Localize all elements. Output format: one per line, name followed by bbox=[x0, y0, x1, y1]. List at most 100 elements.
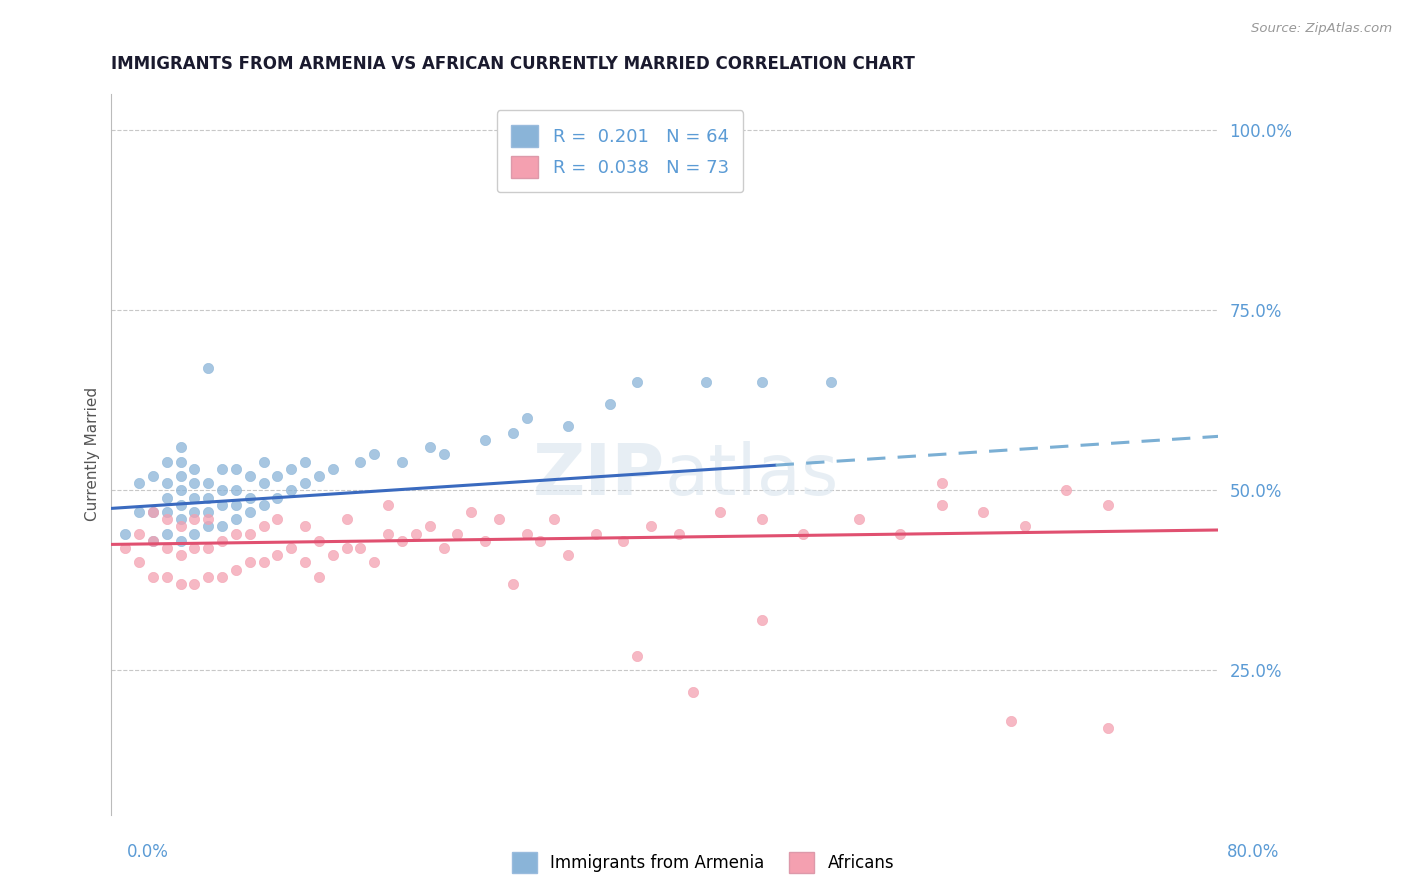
Point bbox=[169, 577, 191, 591]
Point bbox=[156, 512, 179, 526]
Point bbox=[211, 570, 233, 584]
Point bbox=[156, 505, 179, 519]
Point bbox=[253, 498, 276, 512]
Point bbox=[751, 376, 773, 390]
Point bbox=[225, 483, 247, 498]
Point bbox=[820, 376, 842, 390]
Point bbox=[225, 462, 247, 476]
Point bbox=[391, 533, 413, 548]
Point bbox=[169, 440, 191, 454]
Point bbox=[169, 512, 191, 526]
Point bbox=[183, 476, 205, 491]
Point bbox=[239, 556, 262, 570]
Point bbox=[128, 476, 150, 491]
Point bbox=[266, 491, 288, 505]
Point bbox=[474, 533, 496, 548]
Point bbox=[349, 541, 371, 555]
Point bbox=[516, 411, 538, 425]
Point bbox=[253, 476, 276, 491]
Point bbox=[142, 505, 165, 519]
Point bbox=[336, 541, 359, 555]
Point bbox=[889, 526, 911, 541]
Point bbox=[363, 556, 385, 570]
Point bbox=[336, 512, 359, 526]
Point bbox=[197, 476, 219, 491]
Point bbox=[266, 512, 288, 526]
Point bbox=[1014, 519, 1036, 533]
Point bbox=[156, 570, 179, 584]
Point bbox=[322, 462, 344, 476]
Point bbox=[114, 526, 136, 541]
Point bbox=[280, 541, 302, 555]
Point bbox=[294, 454, 316, 468]
Point bbox=[169, 548, 191, 562]
Point bbox=[682, 685, 704, 699]
Point bbox=[183, 491, 205, 505]
Point bbox=[266, 548, 288, 562]
Y-axis label: Currently Married: Currently Married bbox=[86, 387, 100, 522]
Text: atlas: atlas bbox=[665, 442, 839, 510]
Point bbox=[239, 469, 262, 483]
Point bbox=[419, 519, 441, 533]
Point bbox=[142, 505, 165, 519]
Point bbox=[1054, 483, 1077, 498]
Point bbox=[225, 498, 247, 512]
Text: Source: ZipAtlas.com: Source: ZipAtlas.com bbox=[1251, 22, 1392, 36]
Point bbox=[156, 491, 179, 505]
Point bbox=[432, 447, 454, 461]
Point bbox=[142, 533, 165, 548]
Point bbox=[931, 498, 953, 512]
Point bbox=[294, 519, 316, 533]
Point bbox=[792, 526, 814, 541]
Point bbox=[391, 454, 413, 468]
Point bbox=[419, 440, 441, 454]
Point bbox=[156, 454, 179, 468]
Point bbox=[557, 418, 579, 433]
Point bbox=[156, 541, 179, 555]
Point bbox=[253, 454, 276, 468]
Point bbox=[931, 476, 953, 491]
Point bbox=[197, 570, 219, 584]
Point bbox=[114, 541, 136, 555]
Point bbox=[225, 563, 247, 577]
Text: 80.0%: 80.0% bbox=[1227, 843, 1279, 861]
Point bbox=[751, 613, 773, 627]
Point bbox=[169, 533, 191, 548]
Point bbox=[349, 454, 371, 468]
Point bbox=[280, 462, 302, 476]
Point bbox=[197, 360, 219, 375]
Point bbox=[183, 462, 205, 476]
Point bbox=[169, 454, 191, 468]
Point bbox=[751, 512, 773, 526]
Text: ZIP: ZIP bbox=[533, 442, 665, 510]
Point bbox=[183, 505, 205, 519]
Point bbox=[128, 526, 150, 541]
Point bbox=[266, 469, 288, 483]
Point bbox=[239, 505, 262, 519]
Point bbox=[626, 376, 648, 390]
Point bbox=[363, 447, 385, 461]
Point bbox=[308, 533, 330, 548]
Point bbox=[377, 498, 399, 512]
Point bbox=[156, 526, 179, 541]
Point bbox=[474, 433, 496, 447]
Text: 0.0%: 0.0% bbox=[127, 843, 169, 861]
Point bbox=[1097, 498, 1119, 512]
Point bbox=[169, 469, 191, 483]
Point bbox=[308, 570, 330, 584]
Point bbox=[225, 526, 247, 541]
Point bbox=[1097, 721, 1119, 735]
Point bbox=[183, 526, 205, 541]
Point bbox=[294, 556, 316, 570]
Point bbox=[405, 526, 427, 541]
Point bbox=[280, 483, 302, 498]
Point bbox=[211, 462, 233, 476]
Point bbox=[142, 533, 165, 548]
Point bbox=[253, 556, 276, 570]
Point bbox=[211, 533, 233, 548]
Point bbox=[183, 577, 205, 591]
Text: IMMIGRANTS FROM ARMENIA VS AFRICAN CURRENTLY MARRIED CORRELATION CHART: IMMIGRANTS FROM ARMENIA VS AFRICAN CURRE… bbox=[111, 55, 915, 73]
Point bbox=[142, 469, 165, 483]
Point bbox=[225, 512, 247, 526]
Point bbox=[557, 548, 579, 562]
